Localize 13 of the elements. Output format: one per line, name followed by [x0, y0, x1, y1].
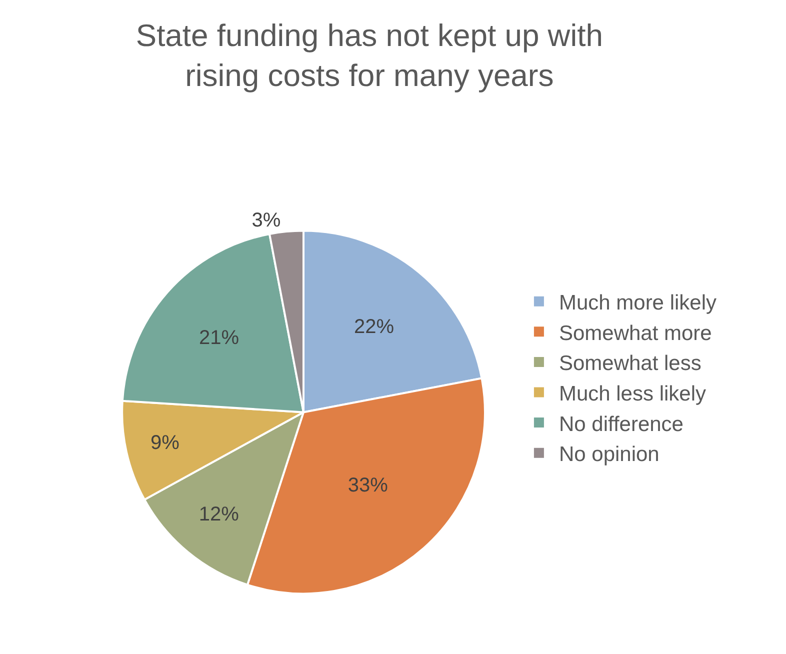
data-label: 21%: [198, 326, 240, 349]
data-label: 9%: [150, 432, 180, 454]
legend-label: Somewhat less: [558, 352, 702, 376]
legend-label: Much more likely: [558, 292, 717, 315]
chart-title: State funding has not kept up with rising costs for many years: [136, 18, 603, 94]
data-label: 22%: [354, 316, 394, 338]
data-label: 12%: [198, 503, 240, 526]
legend-label: Somewhat more: [558, 322, 712, 345]
data-label: 33%: [348, 474, 388, 496]
data-label: 3%: [252, 210, 281, 232]
legend-label: No difference: [558, 412, 684, 436]
legend-label: No opinion: [558, 443, 660, 466]
legend-label: Much less likely: [558, 382, 706, 406]
